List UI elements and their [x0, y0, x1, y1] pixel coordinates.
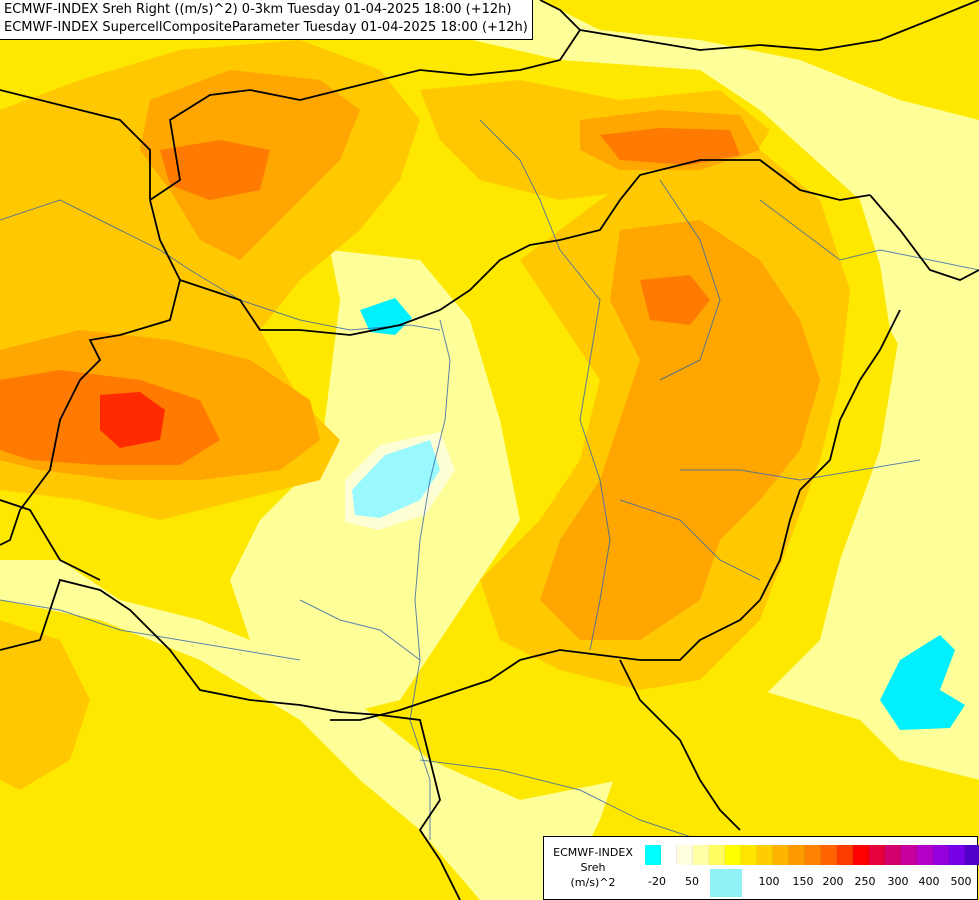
legend-swatch [741, 845, 757, 865]
legend-ticks: -2050100150200250300400500700 [645, 875, 975, 893]
legend-swatch [789, 845, 805, 865]
border-hungary-romania [869, 194, 979, 281]
contour-dark-orange-east [640, 275, 710, 325]
border-south-serbia [619, 659, 741, 831]
border-west [0, 89, 181, 546]
color-legend: ECMWF-INDEX Sreh (m/s)^2 -20 50 100 150 200 2… [543, 836, 979, 900]
title-line-2: ECMWF-INDEX SupercellCompositeParameter … [4, 20, 528, 35]
legend-swatch [661, 845, 677, 865]
legend-title-line-1: ECMWF-INDEX [553, 846, 633, 859]
legend-swatch [901, 845, 917, 865]
contour-cyan-southeast [880, 635, 965, 730]
contour-yellow-south [0, 600, 480, 900]
legend-swatch [773, 845, 789, 865]
legend-tick-label: -20 [648, 875, 666, 888]
contour-dark-orange-north [600, 128, 740, 165]
legend-swatch [917, 845, 933, 865]
title-box: ECMWF-INDEX Sreh Right ((m/s)^2) 0-3km T… [0, 0, 533, 40]
border-inner-west [0, 499, 101, 581]
legend-tick-label: 200 [822, 875, 844, 888]
contour-dark-orange-northwest [160, 140, 270, 200]
legend-swatch [725, 845, 741, 865]
legend-swatch [677, 845, 693, 865]
contour-yellow-north [540, 0, 979, 120]
legend-tick-label: 100 [758, 875, 780, 888]
contour-orange-east [540, 220, 820, 640]
legend-tick-label: 300 [887, 875, 909, 888]
border-north [149, 0, 582, 201]
legend-swatch [869, 845, 885, 865]
contour-pale-cyan-edge [345, 432, 455, 530]
legend-swatch [709, 845, 725, 865]
contour-pale-east [870, 190, 979, 420]
legend-highlight [710, 869, 742, 897]
border-east [330, 309, 901, 721]
legend-swatch [821, 845, 837, 865]
legend-tick-label: 500 [950, 875, 972, 888]
border-slovakia-hungary [179, 159, 871, 336]
legend-swatch [805, 845, 821, 865]
border-north-slovakia [579, 0, 979, 51]
legend-swatch [965, 845, 979, 865]
legend-swatch [949, 845, 965, 865]
legend-tick-label: 400 [918, 875, 940, 888]
title-line-1: ECMWF-INDEX Sreh Right ((m/s)^2) 0-3km T… [4, 2, 512, 17]
border-southwest [0, 578, 461, 900]
legend-title-line-2: Sreh [580, 861, 606, 874]
legend-swatches [645, 845, 979, 865]
legend-swatch [885, 845, 901, 865]
legend-tick-label: 250 [854, 875, 876, 888]
legend-swatch [933, 845, 949, 865]
legend-swatch [693, 845, 709, 865]
legend-swatch [853, 845, 869, 865]
contour-red-core [100, 392, 165, 448]
legend-tick-label: 50 [685, 875, 699, 888]
legend-swatch [837, 845, 853, 865]
legend-swatch [645, 845, 661, 865]
legend-swatch [757, 845, 773, 865]
legend-title: ECMWF-INDEX Sreh (m/s)^2 [548, 845, 638, 890]
legend-title-line-3: (m/s)^2 [570, 876, 616, 889]
legend-tick-label: 150 [792, 875, 814, 888]
contour-light-orange-southwest [0, 620, 90, 790]
